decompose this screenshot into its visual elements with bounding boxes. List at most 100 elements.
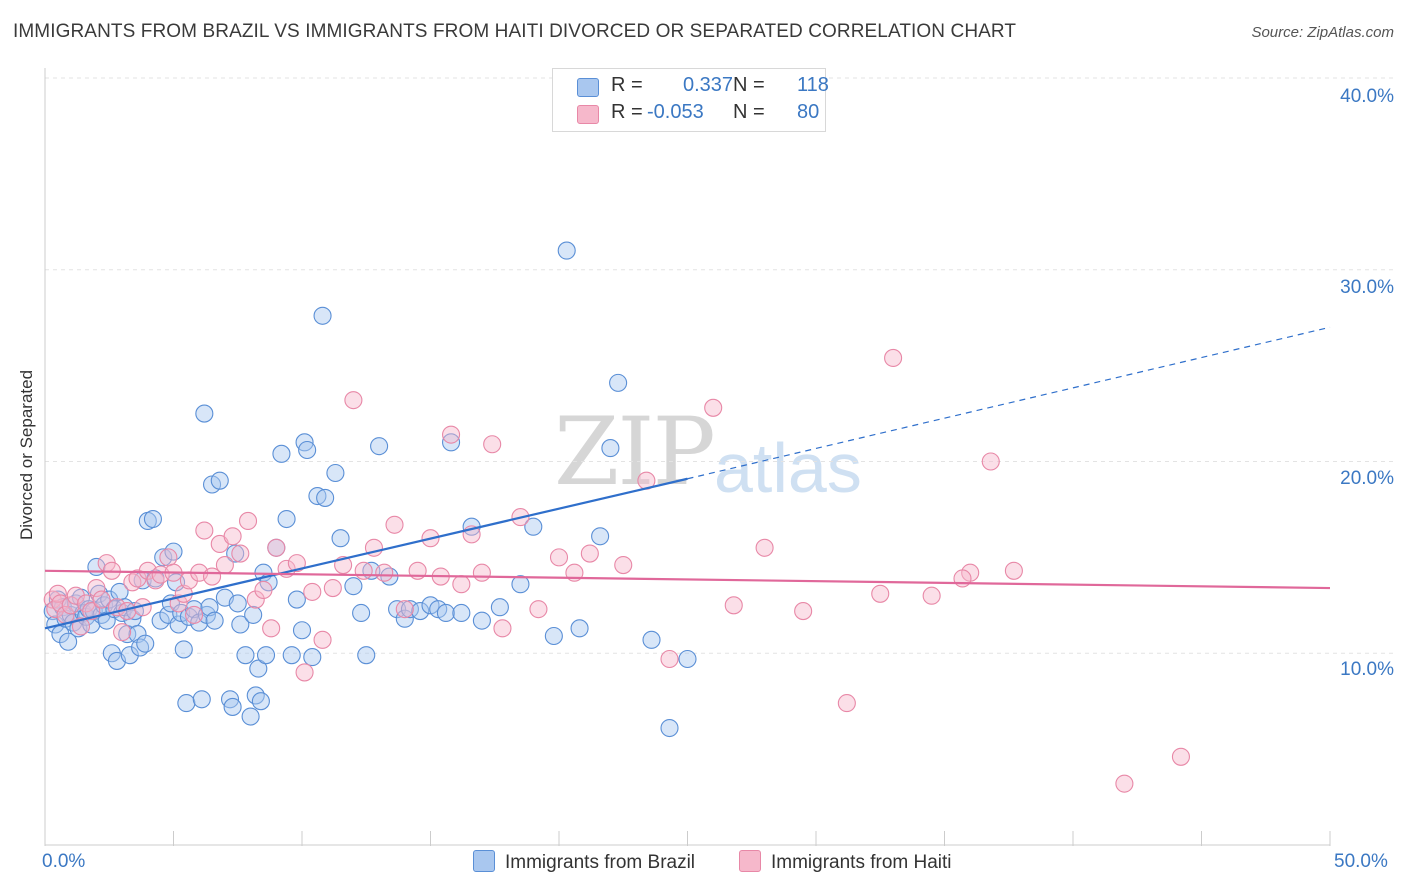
data-point (113, 623, 132, 642)
data-point (884, 348, 903, 368)
data-point (724, 596, 743, 615)
data-point (195, 521, 214, 540)
x-tick-label: 0.0% (42, 851, 86, 872)
data-point (1171, 747, 1190, 766)
data-point (1004, 561, 1023, 580)
data-point (660, 718, 679, 738)
data-point (223, 527, 242, 546)
data-point (251, 692, 270, 711)
data-point (483, 435, 502, 454)
data-point (246, 590, 265, 609)
data-point (256, 646, 276, 665)
data-point (570, 619, 589, 638)
data-point (92, 590, 111, 609)
data-point (128, 625, 147, 644)
data-point (272, 444, 291, 463)
data-point (953, 569, 972, 588)
data-point (452, 603, 471, 623)
data-point (128, 569, 147, 588)
data-point (308, 486, 327, 506)
data-point (238, 511, 258, 530)
data-point (544, 626, 563, 646)
data-point (287, 590, 306, 609)
legend-label-brazil: Immigrants from Brazil (505, 852, 696, 873)
data-point (298, 440, 317, 460)
data-point (331, 529, 350, 548)
legend-swatch-brazil (577, 78, 599, 97)
data-point (228, 594, 247, 613)
data-point (609, 373, 628, 392)
data-point (159, 548, 178, 567)
data-point (755, 538, 774, 557)
data-point (313, 306, 332, 325)
data-point (352, 603, 371, 623)
data-point (323, 579, 342, 598)
data-point (282, 646, 301, 665)
data-point (200, 598, 219, 617)
legend-n-label: N = (733, 74, 765, 96)
data-point (254, 580, 273, 600)
data-point (411, 602, 430, 621)
data-point (100, 590, 119, 609)
data-point (344, 577, 363, 596)
y-tick-label: 30.0% (1340, 277, 1394, 298)
legend-r-label: R = (611, 74, 643, 96)
data-point (205, 611, 224, 630)
chart-title: IMMIGRANTS FROM BRAZIL VS IMMIGRANTS FRO… (13, 21, 1017, 42)
y-tick-label: 20.0% (1340, 468, 1394, 489)
data-point (236, 646, 255, 665)
data-point (354, 561, 373, 580)
data-point (244, 605, 263, 624)
data-point (87, 579, 106, 598)
legend-r-value: 0.337 (683, 74, 734, 96)
data-point (46, 600, 65, 619)
data-point (195, 404, 214, 423)
data-point (249, 659, 268, 678)
bottom-legend-haiti: Immigrants from Haiti (739, 850, 952, 874)
legend-label-haiti: Immigrants from Haiti (771, 852, 952, 873)
data-point (303, 582, 322, 601)
data-point (154, 548, 173, 567)
data-point (678, 649, 697, 669)
data-point (61, 596, 80, 615)
data-point (493, 619, 512, 638)
legend-r-label: R = (611, 101, 643, 123)
trend-line (44, 569, 1331, 590)
data-point (120, 646, 139, 665)
data-point (704, 398, 723, 417)
data-point (557, 241, 576, 260)
data-point (580, 544, 599, 563)
data-point (601, 439, 620, 458)
data-point (452, 575, 471, 594)
data-point (287, 554, 306, 573)
data-point (223, 697, 242, 716)
watermark-zip: ZIP (554, 398, 716, 507)
data-point (436, 603, 455, 623)
data-point (922, 586, 941, 605)
data-point (472, 563, 491, 582)
data-point (370, 437, 389, 456)
data-point (529, 600, 548, 619)
data-point (277, 509, 296, 529)
data-point (385, 515, 404, 534)
data-point (871, 584, 890, 603)
data-point (292, 621, 312, 640)
data-point (313, 630, 332, 649)
data-point (169, 615, 188, 634)
data-point (388, 600, 407, 619)
data-point (241, 707, 260, 726)
legend-swatch-haiti (577, 105, 599, 124)
data-point (442, 433, 461, 452)
x-tick-label: 50.0% (1334, 851, 1388, 872)
data-point (185, 605, 204, 624)
data-point (262, 619, 281, 638)
data-point (231, 615, 250, 634)
data-point (295, 663, 314, 682)
data-point (66, 586, 85, 605)
data-point (375, 563, 394, 582)
data-point (267, 538, 286, 557)
data-point (395, 609, 414, 628)
data-point (192, 690, 211, 709)
data-point (174, 640, 193, 659)
